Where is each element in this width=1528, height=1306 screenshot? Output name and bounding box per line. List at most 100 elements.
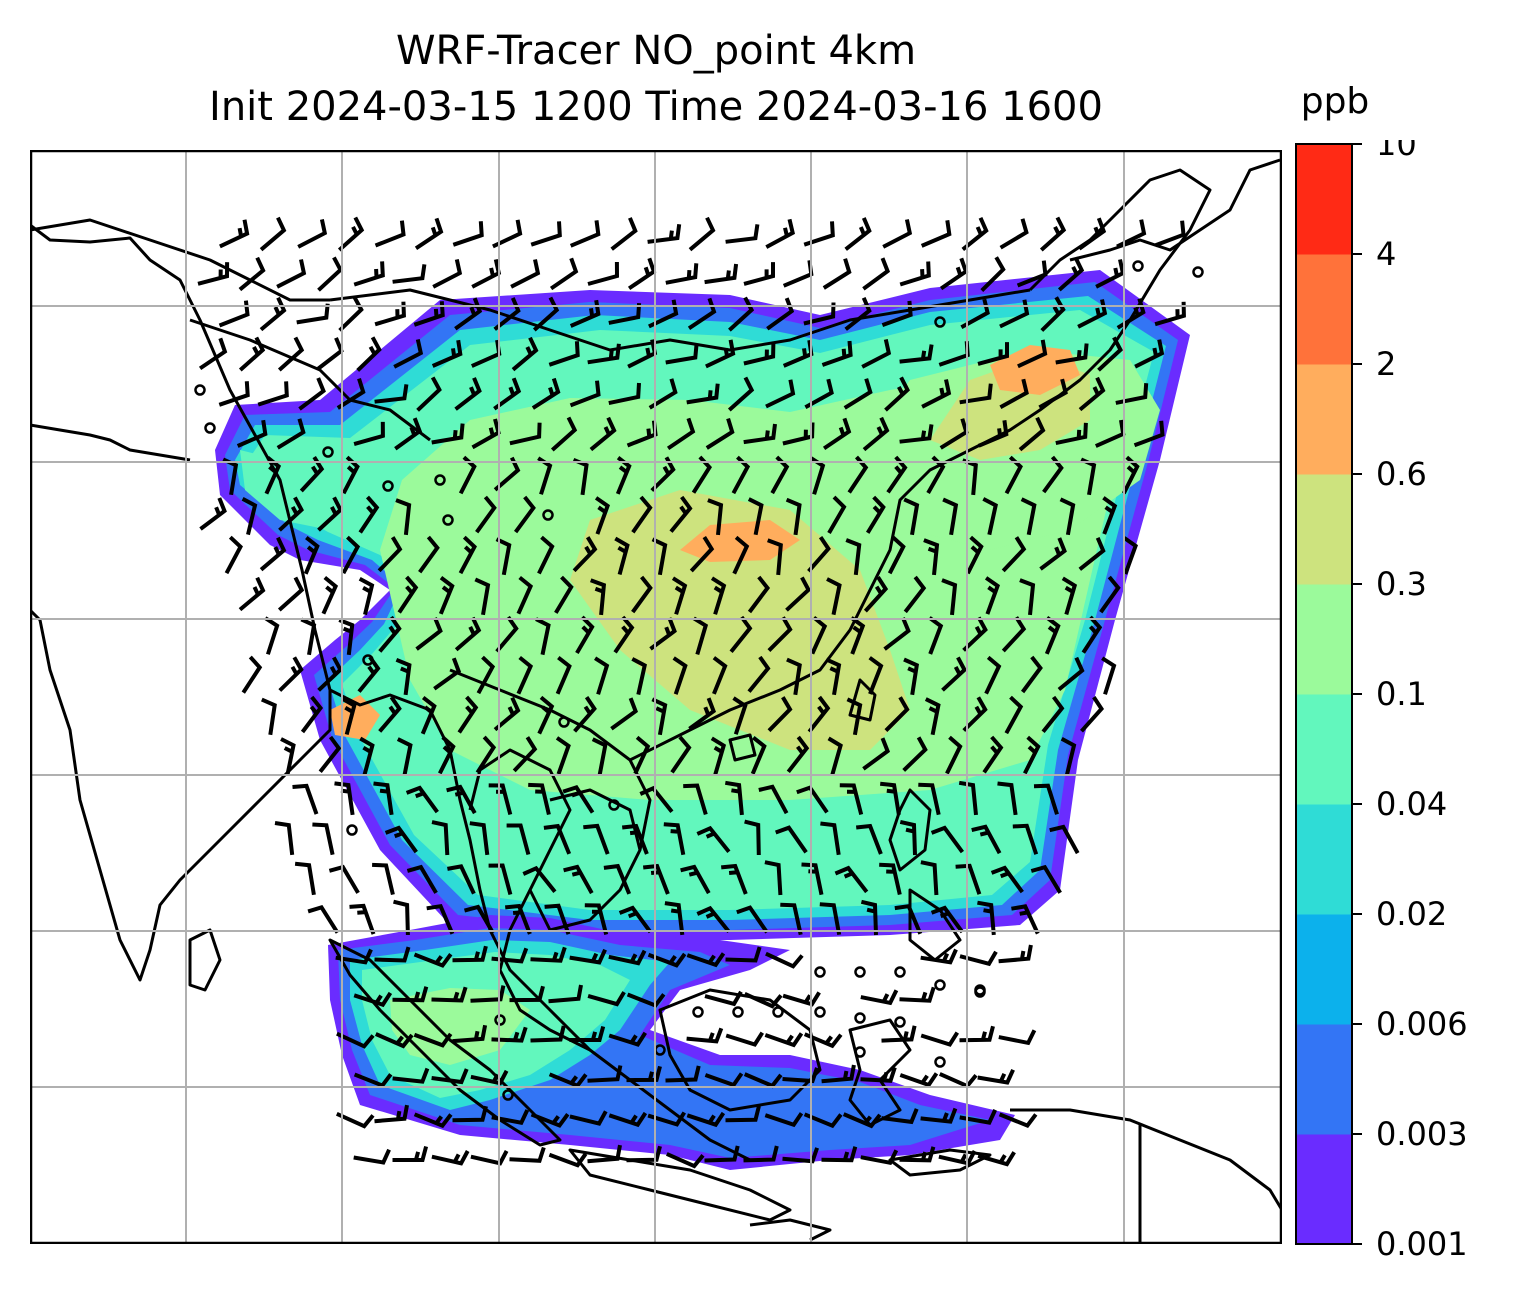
wind-barb <box>688 216 716 252</box>
wind-barb <box>725 1031 764 1047</box>
wind-barb <box>785 497 802 536</box>
coast-timor <box>888 1148 992 1177</box>
wind-barb <box>850 616 866 655</box>
wind-barb <box>594 496 611 535</box>
wind-barb <box>238 336 266 372</box>
wind-barb <box>860 1066 897 1083</box>
wind-barb <box>696 825 731 853</box>
wind-barb <box>537 535 555 575</box>
wind-barb <box>883 617 911 651</box>
wind-barb <box>821 1146 858 1163</box>
wind-barb <box>959 950 998 967</box>
wind-barb <box>530 1112 570 1128</box>
wind-barb <box>608 949 647 966</box>
colorbar-segment <box>1296 474 1352 585</box>
wind-barb <box>452 1105 488 1123</box>
wind-barb <box>984 576 1001 615</box>
calm-wind-marker <box>442 514 454 526</box>
wind-barb <box>721 863 748 895</box>
colorbar-tick-label: 0.04 <box>1376 785 1447 823</box>
wind-barb <box>431 1068 469 1085</box>
wind-barb <box>236 419 268 448</box>
wind-barb <box>1123 536 1139 575</box>
wind-barb <box>608 1111 648 1128</box>
wind-barb <box>899 1072 939 1088</box>
wind-barb <box>786 735 810 774</box>
wind-barb <box>884 696 910 733</box>
wind-barb <box>903 657 920 696</box>
wind-barb <box>999 299 1030 329</box>
wind-barb <box>821 1064 856 1084</box>
wind-barb <box>704 1072 744 1088</box>
wind-barb <box>493 297 521 331</box>
wind-barb <box>945 735 963 775</box>
wind-barb <box>292 783 319 815</box>
wind-barb <box>1115 383 1149 405</box>
wind-barb <box>899 261 931 287</box>
wind-barb <box>671 576 688 615</box>
wind-barb <box>705 418 735 450</box>
wind-barb <box>1061 576 1078 615</box>
wind-barb <box>724 780 744 816</box>
wind-barb <box>537 695 555 735</box>
wind-barb <box>1080 696 1105 733</box>
wind-barb <box>962 616 988 652</box>
calm-wind-marker <box>814 1006 826 1018</box>
wind-barb <box>294 861 316 896</box>
wind-barb <box>770 455 790 495</box>
wind-barb <box>1057 656 1085 692</box>
map-panel[interactable] <box>30 150 1282 1244</box>
wind-barb <box>300 695 324 734</box>
wind-barb <box>396 737 413 776</box>
wind-barb <box>594 656 610 695</box>
wind-barb <box>1078 217 1107 251</box>
colorbar-tick-label: 0.006 <box>1376 1005 1468 1043</box>
wind-barb <box>406 864 438 894</box>
border-india-nepal <box>189 318 431 442</box>
wind-barb <box>977 420 1009 448</box>
wind-barb <box>474 577 491 616</box>
wind-barb <box>844 297 872 331</box>
wind-barb <box>819 902 842 936</box>
wind-barb <box>665 263 699 285</box>
wind-barb <box>1095 259 1126 289</box>
wind-barb <box>1020 655 1043 694</box>
wind-barb <box>413 952 453 968</box>
coast-bay-of-bengal <box>329 688 751 1162</box>
wind-barb <box>732 696 748 735</box>
wind-barb <box>353 421 385 447</box>
wind-barb <box>418 535 440 574</box>
wind-barb <box>966 535 984 575</box>
wind-barb <box>572 536 598 573</box>
wind-barb <box>743 1072 783 1089</box>
wind-barb <box>416 376 442 412</box>
calm-wind-marker <box>204 422 216 434</box>
coast-korea-japan <box>1069 158 1281 262</box>
wind-barb <box>999 218 1029 250</box>
wind-barb <box>353 1148 391 1165</box>
wind-barb <box>353 1072 393 1088</box>
calm-wind-marker <box>608 799 620 811</box>
coast-sulawesi <box>848 1018 912 1127</box>
wind-barb <box>736 905 769 934</box>
wind-barb <box>868 656 884 695</box>
wind-barb <box>696 905 731 933</box>
wind-barb <box>452 221 484 247</box>
wind-barb <box>1055 343 1089 365</box>
wind-barb <box>356 336 382 372</box>
wind-barb <box>649 617 677 651</box>
wind-barb <box>413 1032 453 1048</box>
wind-barb <box>563 864 594 895</box>
coast-malay-peninsula <box>498 889 591 1052</box>
colorbar-segment <box>1296 914 1352 1025</box>
wind-barb <box>241 497 258 536</box>
wind-barb <box>548 341 580 367</box>
wind-barb <box>1057 256 1085 292</box>
wind-barb <box>785 576 811 612</box>
wind-barb <box>413 1112 453 1129</box>
wind-barb <box>550 416 578 452</box>
wind-barb <box>665 343 699 365</box>
wind-barb <box>458 455 477 495</box>
wind-barb <box>218 381 250 407</box>
colorbar-tick-label: 0.1 <box>1376 675 1427 713</box>
